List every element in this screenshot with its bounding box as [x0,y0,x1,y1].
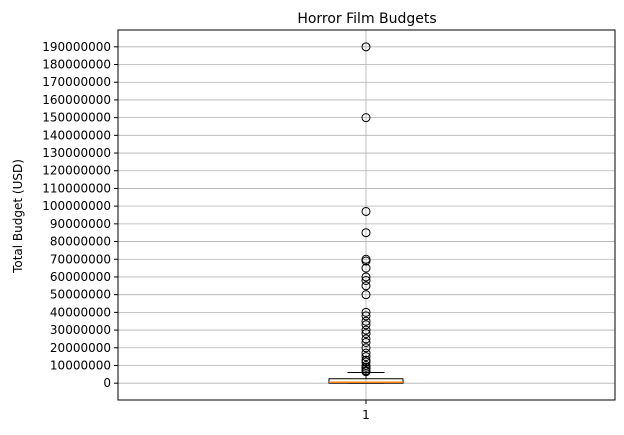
y-tick-label: 100000000 [42,199,111,213]
outlier-point [361,316,371,326]
outlier-point [361,325,371,335]
y-tick-label: 20000000 [50,341,111,355]
outlier-point [361,263,371,273]
y-tick-label: 40000000 [50,305,111,319]
outlier-point [361,272,371,282]
y-tick-label: 180000000 [42,58,111,72]
outlier-point [361,329,371,339]
outlier-point [361,307,371,317]
y-tick-label: 60000000 [50,270,111,284]
y-tick-label: 110000000 [42,181,111,195]
outlier-point [361,337,371,347]
outlier-point [361,290,371,300]
y-tick-label: 90000000 [50,217,111,231]
outlier-point [361,228,371,238]
y-tick-label: 160000000 [42,93,111,107]
outlier-point [361,206,371,216]
y-tick-label: 190000000 [42,40,111,54]
y-tick-label: 170000000 [42,75,111,89]
x-tick-label: 1 [362,408,370,422]
outlier-point [361,352,371,362]
grid [118,30,615,400]
outlier-point [361,357,371,367]
y-tick-label: 150000000 [42,111,111,125]
y-tick-label: 50000000 [50,288,111,302]
y-tick-label: 10000000 [50,358,111,372]
y-ticks: 0 10000000 20000000 30000000 40000000 5000000… [42,40,118,390]
outlier-point [361,113,371,123]
outlier-point [361,348,371,358]
iqr-box [328,378,404,384]
outlier-point [361,320,371,330]
chart-title: Horror Film Budgets [297,11,436,27]
outlier-point [361,256,371,266]
y-tick-label: 0 [103,376,111,390]
outlier-point [361,334,371,344]
outlier-point [361,343,371,353]
y-tick-label: 30000000 [50,323,111,337]
y-tick-label: 70000000 [50,252,111,266]
outlier-point [361,42,371,52]
y-axis-label: Total Budget (USD) [11,159,25,274]
outlier-point [361,281,371,291]
x-ticks: 1 [362,400,370,422]
y-tick-label: 130000000 [42,146,111,160]
outlier-point [361,276,371,286]
outlier-point [361,311,371,321]
y-tick-label: 80000000 [50,235,111,249]
plot-area [328,42,404,384]
outlier-point [361,367,371,377]
y-tick-label: 120000000 [42,164,111,178]
y-tick-label: 140000000 [42,128,111,142]
